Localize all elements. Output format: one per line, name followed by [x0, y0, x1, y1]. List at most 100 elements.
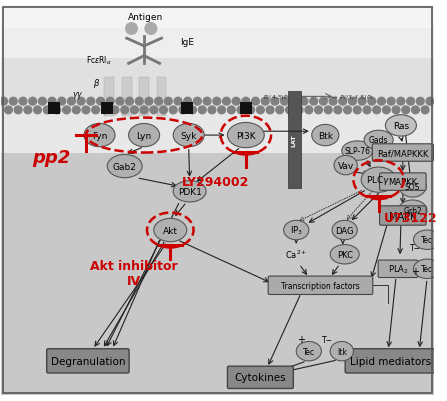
- Ellipse shape: [330, 342, 354, 361]
- Circle shape: [77, 98, 85, 106]
- Circle shape: [43, 107, 51, 114]
- Circle shape: [101, 107, 109, 114]
- Text: IV: IV: [127, 274, 140, 287]
- Circle shape: [228, 107, 235, 114]
- Circle shape: [271, 98, 279, 106]
- Text: MAPKK: MAPKK: [388, 178, 417, 186]
- Circle shape: [87, 98, 95, 106]
- Circle shape: [38, 98, 46, 106]
- Text: Fc$\varepsilon$RI$_\alpha$: Fc$\varepsilon$RI$_\alpha$: [86, 54, 112, 67]
- Circle shape: [14, 107, 22, 114]
- Bar: [1, 6, 434, 76]
- Circle shape: [203, 98, 211, 106]
- Bar: [1, 0, 434, 59]
- Circle shape: [67, 98, 75, 106]
- FancyBboxPatch shape: [372, 144, 433, 162]
- Circle shape: [402, 107, 409, 114]
- Circle shape: [174, 98, 182, 106]
- Circle shape: [140, 107, 148, 114]
- Circle shape: [383, 107, 390, 114]
- Ellipse shape: [154, 219, 187, 242]
- Circle shape: [179, 107, 187, 114]
- Ellipse shape: [413, 259, 441, 279]
- Text: Akt: Akt: [163, 226, 178, 235]
- Text: +: +: [297, 334, 305, 344]
- Text: Ras: Ras: [393, 122, 409, 131]
- Circle shape: [421, 107, 429, 114]
- Ellipse shape: [332, 221, 357, 240]
- Circle shape: [189, 107, 196, 114]
- Circle shape: [412, 107, 419, 114]
- Circle shape: [169, 107, 177, 114]
- Circle shape: [24, 107, 32, 114]
- Circle shape: [378, 98, 385, 106]
- Circle shape: [286, 107, 293, 114]
- Circle shape: [397, 98, 405, 106]
- Circle shape: [329, 98, 337, 106]
- Bar: [1, 2, 434, 109]
- Ellipse shape: [330, 245, 359, 264]
- Circle shape: [388, 98, 395, 106]
- Text: Ca$^{2+}$: Ca$^{2+}$: [285, 249, 308, 261]
- Text: Tec: Tec: [303, 347, 315, 356]
- Text: U73122: U73122: [384, 211, 437, 225]
- Circle shape: [135, 98, 143, 106]
- Circle shape: [160, 107, 167, 114]
- Circle shape: [131, 107, 138, 114]
- Circle shape: [358, 98, 366, 106]
- Ellipse shape: [312, 125, 339, 146]
- Text: Fyn: Fyn: [92, 131, 107, 140]
- Circle shape: [48, 98, 56, 106]
- Ellipse shape: [173, 124, 204, 147]
- Circle shape: [237, 107, 245, 114]
- Text: PLC$\gamma$: PLC$\gamma$: [367, 174, 391, 187]
- Circle shape: [111, 107, 119, 114]
- Circle shape: [0, 98, 8, 106]
- Bar: [48, 103, 60, 114]
- Circle shape: [349, 98, 356, 106]
- Circle shape: [145, 98, 153, 106]
- FancyBboxPatch shape: [139, 78, 149, 116]
- FancyBboxPatch shape: [105, 78, 114, 116]
- Ellipse shape: [84, 124, 115, 147]
- Text: IgE: IgE: [180, 37, 194, 47]
- Text: Gab2: Gab2: [113, 162, 137, 171]
- Circle shape: [218, 107, 225, 114]
- Circle shape: [106, 98, 114, 106]
- Circle shape: [247, 107, 255, 114]
- Text: T−: T−: [322, 335, 333, 344]
- Circle shape: [407, 98, 414, 106]
- Text: LY294002: LY294002: [182, 176, 249, 188]
- Circle shape: [373, 107, 380, 114]
- Circle shape: [242, 98, 250, 106]
- Circle shape: [92, 107, 100, 114]
- Circle shape: [82, 107, 90, 114]
- Text: MAPK: MAPK: [389, 211, 417, 221]
- Circle shape: [339, 98, 346, 106]
- Ellipse shape: [364, 131, 393, 150]
- Text: $\rightarrow$ PI(3,4,5)P$_3$: $\rightarrow$ PI(3,4,5)P$_3$: [330, 93, 375, 101]
- Circle shape: [344, 107, 351, 114]
- Circle shape: [426, 98, 434, 106]
- Circle shape: [291, 98, 298, 106]
- Ellipse shape: [107, 155, 142, 178]
- Circle shape: [194, 98, 201, 106]
- Circle shape: [252, 98, 259, 106]
- Text: PDK1: PDK1: [178, 187, 202, 196]
- Text: LAT: LAT: [292, 134, 297, 147]
- Text: +: +: [411, 266, 419, 276]
- Ellipse shape: [284, 221, 309, 240]
- Bar: [1, 0, 434, 29]
- Ellipse shape: [296, 342, 321, 361]
- Text: SOS: SOS: [405, 182, 420, 191]
- Circle shape: [257, 107, 264, 114]
- Circle shape: [354, 107, 361, 114]
- Circle shape: [232, 98, 240, 106]
- Circle shape: [320, 98, 327, 106]
- Text: Cytokines: Cytokines: [235, 373, 286, 383]
- Ellipse shape: [173, 181, 206, 203]
- Ellipse shape: [129, 124, 160, 147]
- Circle shape: [310, 98, 317, 106]
- Text: T−: T−: [410, 243, 421, 252]
- FancyBboxPatch shape: [345, 349, 435, 373]
